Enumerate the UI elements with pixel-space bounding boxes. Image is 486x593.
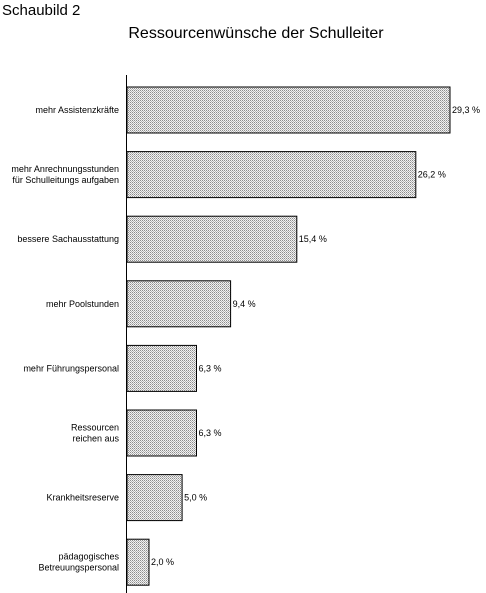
bar-2: [126, 151, 417, 199]
category-label-1: mehr Assistenzkräfte: [35, 105, 119, 115]
category-label-4: mehr Poolstunden: [46, 299, 119, 309]
category-label-3: bessere Sachausstattung: [17, 234, 119, 244]
value-label-4: 9,4 %: [233, 299, 256, 309]
bar-6: [126, 409, 197, 457]
category-label-5: mehr Führungspersonal: [23, 363, 119, 373]
value-label-2: 26,2 %: [418, 170, 446, 180]
bar-5: [126, 344, 197, 392]
bar-7: [126, 474, 183, 522]
bar-1: [126, 86, 451, 134]
bar-8: [126, 538, 150, 586]
value-label-6: 6,3 %: [199, 428, 222, 438]
value-label-8: 2,0 %: [151, 557, 174, 567]
value-label-3: 15,4 %: [299, 234, 327, 244]
category-label-7: Krankheitsreserve: [46, 493, 119, 503]
chart-title: Ressourcenwünsche der Schulleiter: [128, 25, 384, 42]
bar-4: [126, 280, 232, 328]
value-label-1: 29,3 %: [452, 105, 480, 115]
value-label-7: 5,0 %: [184, 493, 207, 503]
bar-3: [126, 215, 298, 263]
category-label-8: pädagogisches Betreuungspersonal: [38, 552, 119, 573]
chart-caption: Schaubild 2: [2, 2, 81, 19]
category-label-6: Ressourcen reichen aus: [71, 423, 120, 444]
value-label-5: 6,3 %: [199, 363, 222, 373]
category-label-2: mehr Anrechnungsstunden für Schulleitungs…: [11, 164, 119, 185]
